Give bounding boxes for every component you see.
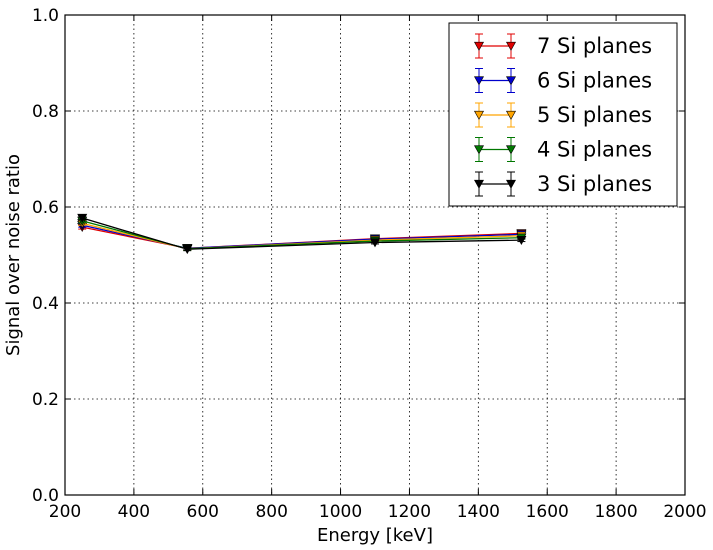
legend-marker: [505, 41, 517, 51]
x-tick-label: 400: [118, 502, 150, 522]
legend-label: 5 Si planes: [537, 103, 652, 127]
legend-marker: [473, 110, 485, 120]
legend-label: 4 Si planes: [537, 138, 652, 162]
y-tick-label: 0.2: [32, 390, 59, 410]
legend-marker: [473, 41, 485, 51]
grid: [65, 15, 685, 495]
y-tick-label: 0.0: [32, 486, 59, 506]
x-tick-label: 800: [255, 502, 287, 522]
legend-marker: [505, 179, 517, 189]
series-line: [82, 217, 522, 250]
data-point: [516, 235, 527, 246]
legend-marker: [473, 179, 485, 189]
x-tick-label: 1800: [594, 502, 637, 522]
axis-ticks: 200 400 600 800 1000 1200 1400 1600 1800 2000 0.0 0…: [32, 6, 707, 522]
x-tick-label: 1400: [457, 502, 500, 522]
legend-label: 3 Si planes: [537, 172, 652, 196]
legend: 7 Si planes 6 Si planes 5 Si planes 4 Si pl…: [448, 22, 678, 207]
data-point: [369, 238, 381, 248]
plot-frame: [64, 14, 686, 496]
y-tick-label: 0.4: [32, 294, 59, 314]
legend-label: 6 Si planes: [537, 69, 652, 93]
x-tick-label: 1000: [319, 502, 362, 522]
y-tick-label: 1.0: [32, 6, 59, 26]
y-tick-label: 0.6: [32, 198, 59, 218]
x-tick-label: 1600: [526, 502, 569, 522]
x-axis-label: Energy [keV]: [317, 525, 433, 546]
data-point: [77, 213, 88, 223]
series-line: [82, 224, 522, 249]
y-axis-label: Signal over noise ratio: [3, 154, 24, 356]
x-tick-label: 1200: [388, 502, 431, 522]
data-point: [182, 245, 193, 255]
x-tick-label: 200: [49, 502, 81, 522]
legend-marker: [473, 145, 485, 155]
series-group: [77, 213, 527, 255]
legend-marker: [505, 145, 517, 155]
legend-marker: [473, 76, 485, 86]
y-tick-label: 0.8: [32, 102, 59, 122]
x-tick-label: 600: [187, 502, 219, 522]
legend-label: 7 Si planes: [537, 34, 652, 58]
x-tick-label: 2000: [663, 502, 706, 522]
legend-marker: [505, 110, 517, 120]
legend-marker: [505, 76, 517, 86]
series-line: [82, 220, 522, 250]
